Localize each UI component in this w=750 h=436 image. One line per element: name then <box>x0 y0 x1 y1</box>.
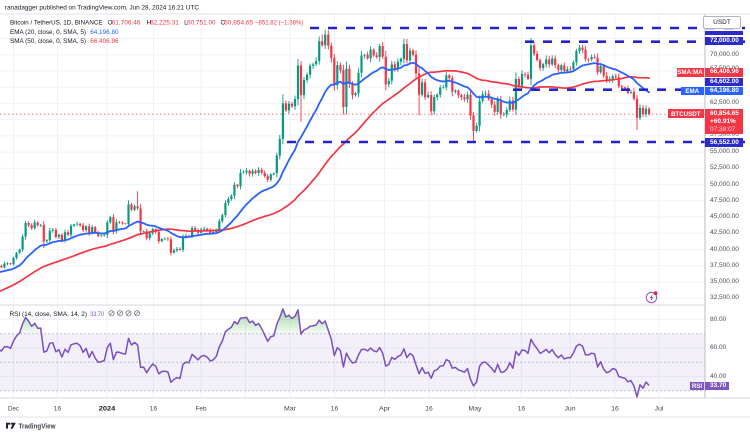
svg-text:SMA (50, close, 0, SMA, 5): SMA (50, close, 0, SMA, 5) <box>10 38 86 45</box>
svg-text:2024: 2024 <box>99 406 116 413</box>
svg-text:−851.82 (−1.38%): −851.82 (−1.38%) <box>255 19 303 26</box>
svg-text:ranadagger published on Tradin: ranadagger published on TradingView.com,… <box>5 5 199 12</box>
svg-text:16: 16 <box>150 406 158 413</box>
svg-text:TradingView: TradingView <box>19 424 56 431</box>
svg-text:16: 16 <box>425 406 433 413</box>
svg-text:16: 16 <box>611 406 619 413</box>
svg-text:66,406.96: 66,406.96 <box>90 38 119 45</box>
svg-text:Jun: Jun <box>565 406 576 413</box>
svg-text:60,751.00: 60,751.00 <box>187 19 216 26</box>
svg-text:61,706.46: 61,706.46 <box>112 19 141 26</box>
svg-text:Feb: Feb <box>196 406 207 413</box>
svg-text:16: 16 <box>54 406 62 413</box>
svg-text:33.70: 33.70 <box>90 311 104 318</box>
svg-text:62,225.31: 62,225.31 <box>150 19 179 26</box>
svg-text:16: 16 <box>331 406 339 413</box>
svg-text:H: H <box>147 19 152 26</box>
svg-text:C: C <box>221 19 226 26</box>
svg-text:EMA (20, close, 0, SMA, 5): EMA (20, close, 0, SMA, 5) <box>10 29 86 36</box>
svg-text:60,854.65: 60,854.65 <box>224 19 253 26</box>
svg-text:Dec: Dec <box>8 406 20 413</box>
svg-text:Bitcoin / TetherUS, 1D, BINANC: Bitcoin / TetherUS, 1D, BINANCE <box>10 19 103 26</box>
svg-text:16: 16 <box>518 406 526 413</box>
svg-text:Apr: Apr <box>379 406 391 413</box>
svg-text:L: L <box>184 19 188 26</box>
svg-text:RSI (14, close, SMA, 14, 2): RSI (14, close, SMA, 14, 2) <box>10 311 88 318</box>
svg-text:May: May <box>469 406 483 413</box>
svg-text:O: O <box>108 19 113 26</box>
svg-text:Jul: Jul <box>655 406 665 413</box>
svg-text:Mar: Mar <box>284 406 297 413</box>
svg-text:64,196.80: 64,196.80 <box>90 29 119 36</box>
